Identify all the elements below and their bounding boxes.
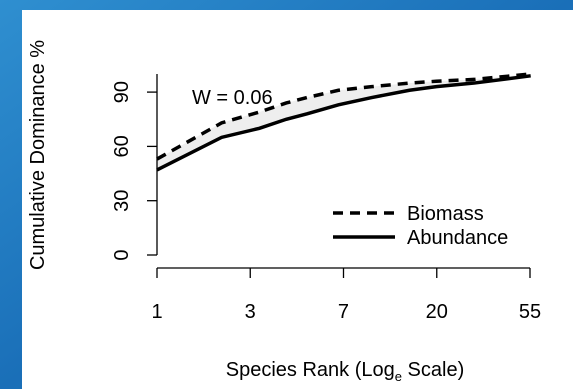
annotation: W = 0.06	[192, 87, 273, 109]
x-tick-label: 20	[426, 301, 448, 323]
x-tick-label: 7	[338, 301, 349, 323]
x-axis-label: Species Rank (Loge Scale)	[226, 359, 464, 384]
plot-panel	[22, 10, 573, 389]
y-tick-label: 90	[111, 81, 133, 103]
x-tick-label: 3	[245, 301, 256, 323]
chart: Cumulative Dominance % Species Rank (Log…	[0, 0, 573, 389]
y-tick-label: 0	[111, 249, 133, 260]
x-tick-label: 55	[519, 301, 541, 323]
legend-label: Abundance	[407, 227, 508, 249]
legend-label: Biomass	[407, 203, 484, 225]
y-axis-label: Cumulative Dominance %	[27, 40, 49, 270]
y-tick-label: 30	[111, 190, 133, 212]
x-tick-label: 1	[151, 301, 162, 323]
y-tick-label: 60	[111, 135, 133, 157]
